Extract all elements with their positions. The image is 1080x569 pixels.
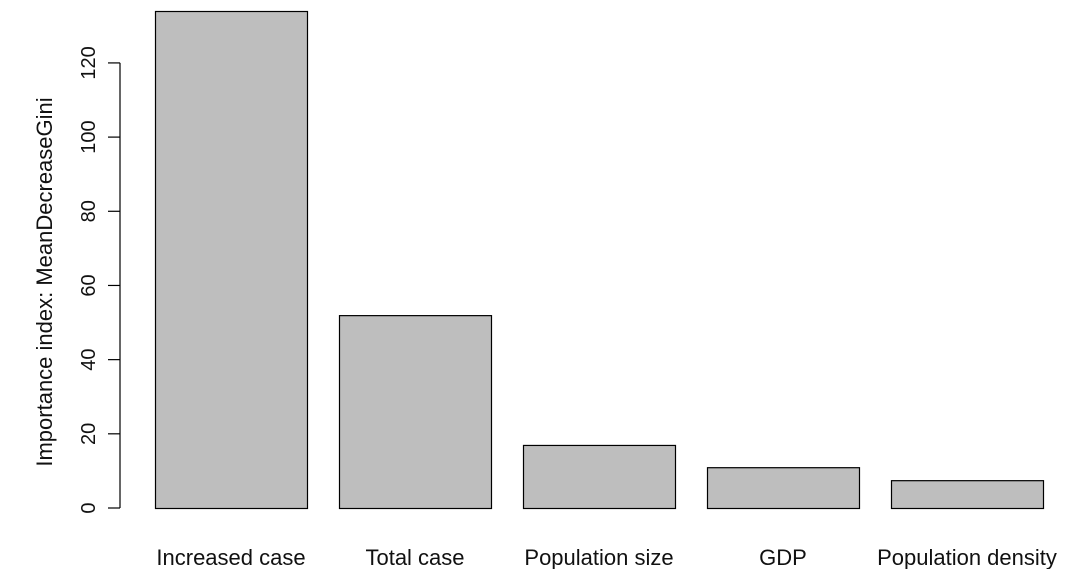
bar-total-case bbox=[338, 315, 493, 510]
bar-population-density bbox=[890, 480, 1045, 510]
y-tick-label: 120 bbox=[78, 46, 100, 79]
category-label: Increased case bbox=[156, 545, 305, 569]
bar-population-size bbox=[522, 444, 677, 510]
y-tick-label: 80 bbox=[78, 200, 100, 222]
y-tick-label: 40 bbox=[78, 349, 100, 371]
category-label: Population density bbox=[877, 545, 1057, 569]
y-axis: 0 20 40 60 80 100 120 bbox=[78, 46, 121, 514]
category-label: Population size bbox=[524, 545, 673, 569]
y-tick-label: 0 bbox=[78, 502, 100, 513]
y-tick-label: 20 bbox=[78, 423, 100, 445]
category-label: Total case bbox=[365, 545, 464, 569]
bar-increased-case bbox=[154, 10, 309, 510]
x-axis-labels: Increased case Total case Population size G… bbox=[156, 545, 1057, 569]
y-tick-label: 100 bbox=[78, 120, 100, 153]
category-label: GDP bbox=[759, 545, 807, 569]
y-tick-label: 60 bbox=[78, 274, 100, 296]
y-axis-title: Importance index: MeanDecreaseGini bbox=[32, 97, 57, 466]
bars-group bbox=[154, 10, 1045, 510]
bar-gdp bbox=[706, 467, 861, 510]
